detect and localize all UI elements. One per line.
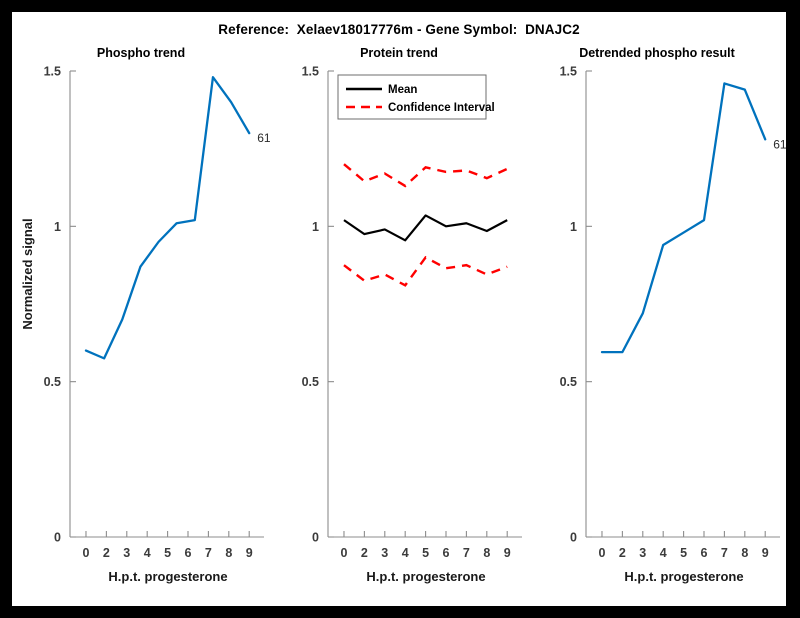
figure-title: Reference: Xelaev18017776m - Gene Symbol… — [218, 22, 580, 37]
x-axis-label: H.p.t. progesterone — [366, 569, 485, 584]
x-axis-label: H.p.t. progesterone — [108, 569, 227, 584]
panel-title-protein: Protein trend — [360, 46, 438, 60]
x-tick-label: 8 — [225, 546, 232, 560]
x-tick-label: 7 — [721, 546, 728, 560]
x-tick-label: 5 — [422, 546, 429, 560]
x-tick-label: 5 — [164, 546, 171, 560]
x-tick-label: 0 — [83, 546, 90, 560]
y-tick-label: 0 — [312, 531, 319, 545]
x-tick-label: 4 — [660, 546, 667, 560]
x-tick-label: 7 — [205, 546, 212, 560]
legend-label-1: Mean — [388, 84, 417, 96]
x-tick-label: 3 — [123, 546, 130, 560]
y-tick-label: 0.5 — [302, 375, 319, 389]
y-tick-label: 1.5 — [44, 65, 61, 79]
x-tick-label: 6 — [185, 546, 192, 560]
y-tick-label: 1 — [312, 220, 319, 234]
trend-line — [84, 76, 251, 360]
y-tick-label: 0.5 — [560, 375, 577, 389]
x-tick-label: 6 — [701, 546, 708, 560]
figure-canvas: Reference: Xelaev18017776m - Gene Symbol… — [12, 12, 786, 606]
x-tick-label: 9 — [762, 546, 769, 560]
panel-phospho-trend: Phospho trend 1.5 1 0.5 0 0 2 3 4 5 6 7 8 9 H.p.t. pr… — [12, 12, 270, 606]
plot-protein-trend: 1.510.500 2 3 4 5 6 7 8 9H.p.t. progesteroneMean… — [302, 65, 522, 584]
y-tick-label: 1 — [570, 220, 577, 234]
y-tick-label: 0 — [570, 531, 577, 545]
panel-title-phospho: Phospho trend — [96, 46, 186, 60]
trend-line — [600, 82, 767, 354]
x-tick-label: 8 — [741, 546, 748, 560]
x-tick-label: 8 — [483, 546, 490, 560]
y-tick-label: 1.5 — [560, 65, 577, 79]
y-axis-label: Normalized signal — [20, 218, 35, 329]
x-tick-label: 0 — [599, 546, 606, 560]
x-tick-label: 6 — [443, 546, 450, 560]
x-tick-label: 2 — [619, 546, 626, 560]
y-tick-label: 1.5 — [302, 65, 319, 79]
y-tick-label: 1 — [54, 220, 61, 234]
y-tick-label: 0.5 — [44, 375, 61, 389]
ci-upper-line — [343, 163, 508, 188]
x-tick-label: 7 — [463, 546, 470, 560]
ci-lower-line — [343, 255, 508, 287]
x-tick-label: 4 — [144, 546, 151, 560]
x-tick-label: 2 — [361, 546, 368, 560]
x-tick-label: 3 — [639, 546, 646, 560]
mean-trend-line — [343, 214, 508, 242]
legend-label-2: Confidence Interval — [388, 102, 495, 114]
y-tick-label: 0 — [54, 531, 61, 545]
x-tick-label: 3 — [381, 546, 388, 560]
endpoint-annotation: 61 — [773, 137, 786, 151]
panel-detrended-phospho: Detrended phospho result 1.5 1 0.5 0 0 2 3 4 5 6 7… — [528, 12, 786, 606]
endpoint-annotation: 61 — [257, 131, 270, 145]
x-axis-label: H.p.t. progesterone — [624, 569, 743, 584]
x-tick-label: 2 — [103, 546, 110, 560]
x-tick-label: 9 — [246, 546, 253, 560]
x-tick-label: 9 — [504, 546, 511, 560]
x-tick-label: 4 — [402, 546, 409, 560]
x-tick-label: 0 — [341, 546, 348, 560]
x-tick-label: 5 — [680, 546, 687, 560]
panel-protein-trend: Protein trend 1.5 1 0.5 0 0 2 3 4 5 6 7 8 9 H.p.t. pr… — [270, 12, 528, 606]
panel-title-detrended: Detrended phospho result — [579, 46, 735, 60]
plot-phospho-trend: 1.510.500 2 3 4 5 6 7 8 9H.p.t. progesteroneNorm… — [20, 65, 270, 585]
legend-box — [337, 74, 487, 120]
